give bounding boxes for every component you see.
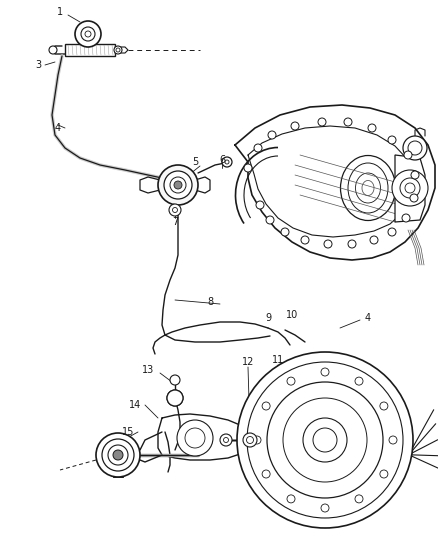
Circle shape: [355, 377, 363, 385]
Circle shape: [244, 164, 252, 172]
Circle shape: [247, 362, 403, 518]
Circle shape: [410, 194, 418, 202]
Circle shape: [164, 171, 192, 199]
Circle shape: [113, 450, 123, 460]
Circle shape: [405, 183, 415, 193]
Text: 6: 6: [219, 155, 225, 165]
Circle shape: [116, 48, 120, 52]
Circle shape: [313, 428, 337, 452]
Circle shape: [253, 436, 261, 444]
Circle shape: [167, 390, 183, 406]
Circle shape: [281, 228, 289, 236]
Polygon shape: [242, 425, 290, 456]
Polygon shape: [113, 433, 123, 477]
Circle shape: [321, 504, 329, 512]
Circle shape: [400, 178, 420, 198]
Circle shape: [49, 46, 57, 54]
Circle shape: [301, 236, 309, 244]
Circle shape: [256, 201, 264, 209]
Polygon shape: [65, 44, 115, 56]
Circle shape: [388, 136, 396, 144]
Text: 4: 4: [365, 313, 371, 323]
Circle shape: [287, 495, 295, 503]
Circle shape: [177, 420, 213, 456]
Circle shape: [318, 118, 326, 126]
Circle shape: [243, 433, 257, 447]
Circle shape: [114, 46, 122, 54]
Circle shape: [173, 207, 177, 213]
Circle shape: [108, 445, 128, 465]
Circle shape: [167, 390, 183, 406]
Text: 4: 4: [55, 123, 61, 133]
Text: 8: 8: [207, 297, 213, 307]
Circle shape: [287, 377, 295, 385]
Circle shape: [96, 433, 140, 477]
Circle shape: [169, 204, 181, 216]
Circle shape: [174, 181, 182, 189]
Circle shape: [185, 428, 205, 448]
Circle shape: [283, 398, 367, 482]
Circle shape: [237, 352, 413, 528]
Circle shape: [388, 228, 396, 236]
Circle shape: [411, 171, 419, 179]
Text: 7: 7: [172, 217, 178, 227]
Text: 5: 5: [192, 157, 198, 167]
Circle shape: [321, 368, 329, 376]
Circle shape: [223, 438, 229, 442]
Text: 9: 9: [265, 313, 271, 323]
Circle shape: [404, 151, 412, 159]
Circle shape: [267, 382, 383, 498]
Circle shape: [392, 170, 428, 206]
Text: 10: 10: [286, 310, 298, 320]
Circle shape: [170, 375, 180, 385]
Circle shape: [222, 157, 232, 167]
Circle shape: [380, 470, 388, 478]
Circle shape: [262, 470, 270, 478]
Circle shape: [370, 236, 378, 244]
Circle shape: [344, 118, 352, 126]
Text: 1: 1: [57, 7, 63, 17]
Circle shape: [266, 216, 274, 224]
Circle shape: [247, 437, 254, 443]
Text: 15: 15: [122, 427, 134, 437]
Circle shape: [85, 31, 91, 37]
Circle shape: [262, 402, 270, 410]
Circle shape: [380, 402, 388, 410]
Circle shape: [408, 141, 422, 155]
Circle shape: [348, 240, 356, 248]
Text: 3: 3: [35, 60, 41, 70]
Circle shape: [225, 160, 229, 164]
Circle shape: [102, 439, 134, 471]
Text: 13: 13: [142, 365, 154, 375]
Circle shape: [75, 21, 101, 47]
Circle shape: [389, 436, 397, 444]
Circle shape: [81, 27, 95, 41]
Circle shape: [303, 418, 347, 462]
Circle shape: [171, 394, 179, 402]
Text: 12: 12: [242, 357, 254, 367]
Text: 11: 11: [272, 355, 284, 365]
Circle shape: [403, 136, 427, 160]
Circle shape: [158, 165, 198, 205]
Circle shape: [291, 122, 299, 130]
Polygon shape: [395, 155, 425, 222]
Circle shape: [368, 124, 376, 132]
Circle shape: [254, 144, 262, 152]
Circle shape: [268, 131, 276, 139]
Text: 14: 14: [129, 400, 141, 410]
Circle shape: [355, 495, 363, 503]
Circle shape: [402, 214, 410, 222]
Circle shape: [170, 177, 186, 193]
Circle shape: [324, 240, 332, 248]
Circle shape: [220, 434, 232, 446]
